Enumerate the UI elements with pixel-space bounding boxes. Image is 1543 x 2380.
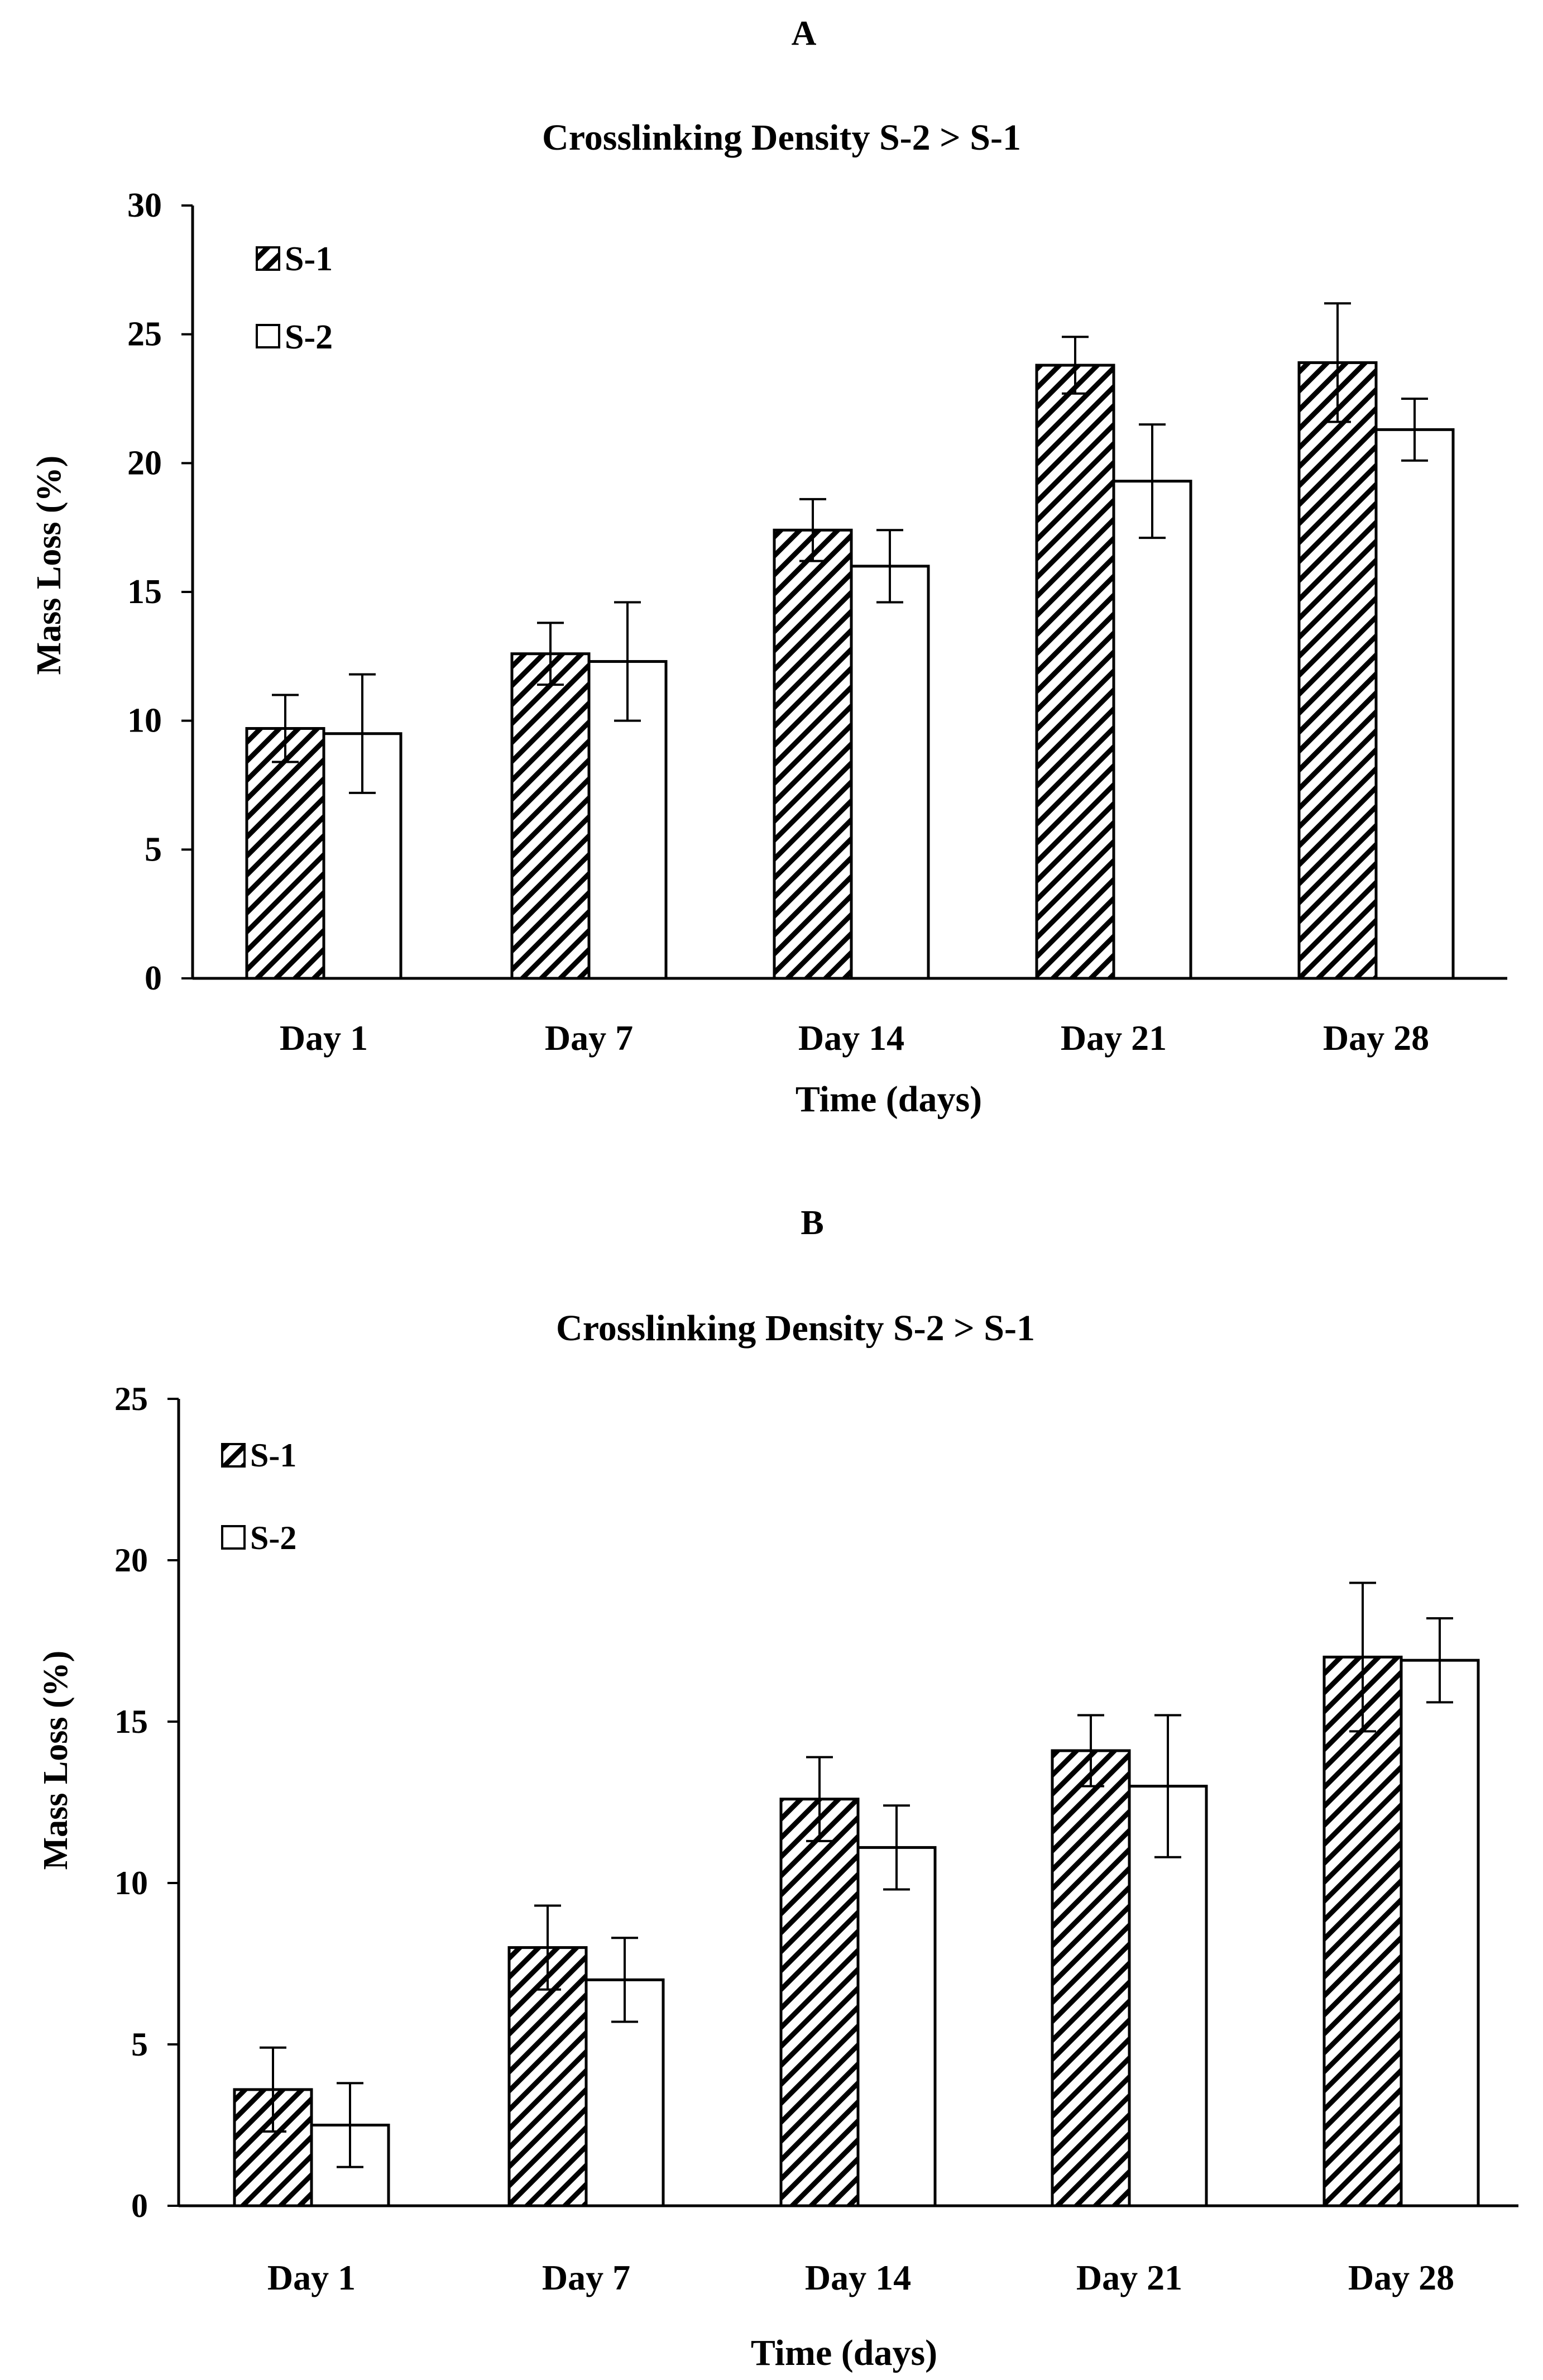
legend-label-s1: S-1: [250, 1437, 296, 1474]
bar-s-1: [1322, 1655, 1403, 2207]
y-tick-label: 20: [127, 444, 162, 482]
chart-title: Crosslinking Density S-2 > S-1: [556, 1308, 1035, 1349]
y-tick-label: 10: [127, 702, 162, 740]
x-tick-label: Day 1: [267, 2258, 356, 2297]
y-tick-label: 0: [145, 959, 162, 997]
y-tick-label: 15: [127, 573, 162, 611]
legend-swatch-s2: [221, 1525, 246, 1550]
legend-swatch-s1: [256, 246, 280, 271]
legend-label-s2: S-2: [285, 318, 333, 356]
panel-label: A: [792, 15, 817, 52]
bar-s-1: [245, 727, 325, 980]
legend-label-s2: S-2: [250, 1519, 296, 1556]
bar-s-1: [1297, 361, 1378, 980]
y-tick-label: 20: [114, 1542, 148, 1579]
x-tick-label: Day 14: [798, 1018, 904, 1058]
legend: S-1 S-2: [221, 1437, 296, 1556]
bar-s-2: [1374, 428, 1455, 980]
y-axis-label: Mass Loss (%): [30, 456, 68, 675]
bar-s-2: [850, 565, 930, 980]
x-tick-label: Day 7: [545, 1018, 633, 1058]
bar-s-1: [1051, 1749, 1131, 2207]
x-tick-label: Day 7: [542, 2258, 630, 2297]
legend: S-1 S-2: [256, 240, 333, 356]
chart-panel-b: B Crosslinking Density S-2 > S-1 Mass Lo…: [37, 1204, 1518, 2373]
x-tick-label: Day 21: [1076, 2258, 1182, 2297]
x-tick-label: Day 28: [1323, 1018, 1429, 1058]
bars: [233, 1581, 1480, 2207]
axes: 0 5 10 15 20 25 30 Day 1 Day 7 Day 14 Day 21 Day 28: [127, 187, 1507, 1058]
bar-s-2: [856, 1846, 937, 2207]
x-tick-label: Day 1: [280, 1018, 368, 1058]
x-tick-label: Day 14: [805, 2258, 911, 2297]
bar-s-1: [779, 1798, 860, 2207]
y-tick-label: 10: [114, 1865, 148, 1901]
y-tick-label: 25: [114, 1380, 148, 1417]
bar-s-1: [1035, 364, 1115, 980]
legend-label-s1: S-1: [285, 240, 333, 278]
y-tick-label: 25: [127, 316, 162, 353]
x-tick-label: Day 28: [1348, 2258, 1454, 2297]
panel-label: B: [801, 1204, 823, 1242]
x-tick-label: Day 21: [1061, 1018, 1167, 1058]
chart-panel-a: A Crosslinking Density S-2 > S-1 Mass Lo…: [30, 15, 1507, 1120]
axes: 0 5 10 15 20 25 Day 1 Day 7 Day 14 Day 21 Day 28: [114, 1380, 1518, 2297]
bar-s-1: [773, 528, 853, 980]
y-tick-label: 5: [131, 2026, 148, 2063]
x-axis-label: Time (days): [796, 1079, 982, 1120]
y-axis-label: Mass Loss (%): [37, 1651, 75, 1870]
y-tick-label: 0: [131, 2187, 148, 2224]
legend-swatch-s1: [221, 1443, 246, 1468]
chart-title: Crosslinking Density S-2 > S-1: [542, 117, 1021, 158]
bars: [245, 302, 1455, 980]
y-tick-label: 15: [114, 1703, 148, 1740]
bar-s-1: [510, 652, 591, 980]
bar-s-2: [1112, 480, 1192, 980]
y-tick-label: 5: [145, 830, 162, 868]
y-tick-label: 30: [127, 187, 162, 224]
bar-s-2: [1400, 1659, 1480, 2207]
x-axis-label: Time (days): [751, 2333, 937, 2373]
legend-swatch-s2: [256, 324, 280, 348]
